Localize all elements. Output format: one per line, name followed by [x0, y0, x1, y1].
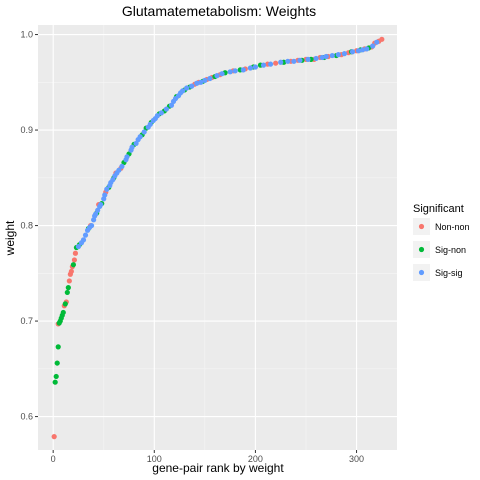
data-point: [147, 121, 153, 127]
y-tick-label: 0.7: [20, 316, 33, 326]
data-point: [60, 309, 66, 316]
data-point: [154, 113, 160, 119]
data-point: [104, 186, 110, 192]
data-point: [214, 73, 220, 79]
data-point: [364, 46, 370, 52]
chart-title: Glutamatemetabolism: Weights: [122, 3, 316, 19]
data-point: [329, 52, 335, 59]
data-point: [64, 289, 70, 296]
data-point: [202, 77, 208, 83]
y-tick-label: 0.6: [20, 412, 33, 422]
data-point: [137, 134, 143, 140]
data-point: [68, 268, 74, 275]
legend-label: Non-non: [435, 222, 470, 232]
data-point: [95, 207, 101, 213]
x-axis-title: gene-pair rank by weight: [152, 461, 284, 475]
data-point: [163, 106, 170, 112]
y-tick-label: 1.0: [20, 30, 33, 40]
legend-label: Sig-non: [435, 245, 466, 255]
data-point: [360, 47, 366, 53]
data-point: [305, 56, 311, 62]
data-point: [319, 54, 325, 61]
data-point: [168, 102, 175, 108]
data-point: [232, 68, 238, 74]
data-point: [62, 301, 68, 307]
data-point: [355, 48, 362, 54]
y-tick-label: 0.9: [20, 125, 33, 135]
data-point: [133, 140, 139, 147]
data-point: [65, 285, 71, 291]
data-point: [75, 243, 82, 250]
data-point: [158, 110, 164, 116]
legend-key: [418, 246, 425, 253]
data-point: [116, 167, 122, 173]
data-point: [323, 53, 329, 60]
data-point: [88, 222, 95, 229]
data-point: [194, 80, 200, 86]
data-point: [252, 64, 259, 70]
data-point: [267, 61, 274, 67]
data-point: [124, 154, 130, 160]
data-point: [349, 49, 356, 55]
y-axis-ticks: 0.6 0.7 0.8 0.9 1.0: [20, 30, 38, 422]
data-point: [141, 129, 147, 135]
data-point: [313, 55, 319, 62]
data-point: [374, 39, 380, 45]
data-point: [102, 192, 108, 198]
data-point: [54, 360, 60, 366]
data-point: [278, 59, 284, 65]
data-point: [207, 75, 213, 82]
legend-title: Significant: [413, 203, 464, 215]
data-point: [70, 262, 76, 268]
legend: Significant Non-non Sig-non Sig-sig: [413, 203, 470, 281]
x-tick-label: 100: [147, 454, 162, 464]
data-point: [285, 58, 291, 64]
series-sig-sig: [75, 39, 380, 250]
data-points: [51, 36, 385, 440]
data-point: [52, 379, 58, 385]
legend-key: [418, 223, 425, 230]
data-point: [82, 232, 89, 238]
data-point: [66, 278, 72, 284]
data-point: [260, 62, 267, 68]
data-point: [341, 51, 348, 57]
legend-key: [418, 269, 425, 276]
data-point: [80, 237, 87, 243]
data-point: [55, 344, 61, 350]
data-point: [71, 257, 78, 263]
data-point: [227, 69, 233, 75]
data-point: [247, 65, 253, 71]
x-tick-label: 300: [349, 454, 364, 464]
data-point: [72, 250, 79, 256]
grid: [38, 25, 397, 450]
data-point: [93, 211, 99, 217]
data-point: [98, 201, 104, 208]
data-point: [370, 43, 376, 49]
data-point: [180, 88, 186, 94]
data-point: [379, 36, 385, 42]
data-point: [273, 60, 279, 66]
y-tick-label: 0.8: [20, 221, 33, 231]
x-axis-ticks: 0 100 200 300: [51, 450, 364, 464]
data-point: [53, 373, 59, 380]
data-point: [184, 85, 190, 91]
data-point: [189, 83, 195, 89]
data-point: [119, 163, 125, 169]
data-point: [335, 52, 341, 58]
x-tick-label: 0: [51, 454, 56, 464]
data-point: [110, 177, 116, 183]
y-axis-title: weight: [3, 220, 17, 256]
data-point: [240, 67, 246, 73]
data-point: [129, 144, 135, 150]
data-point: [198, 79, 204, 85]
plot-panel: [38, 25, 397, 450]
data-point: [297, 57, 303, 63]
data-point: [291, 58, 297, 64]
legend-label: Sig-sig: [435, 268, 463, 278]
data-point: [219, 71, 225, 77]
x-tick-label: 200: [248, 454, 263, 464]
data-point: [51, 434, 57, 440]
